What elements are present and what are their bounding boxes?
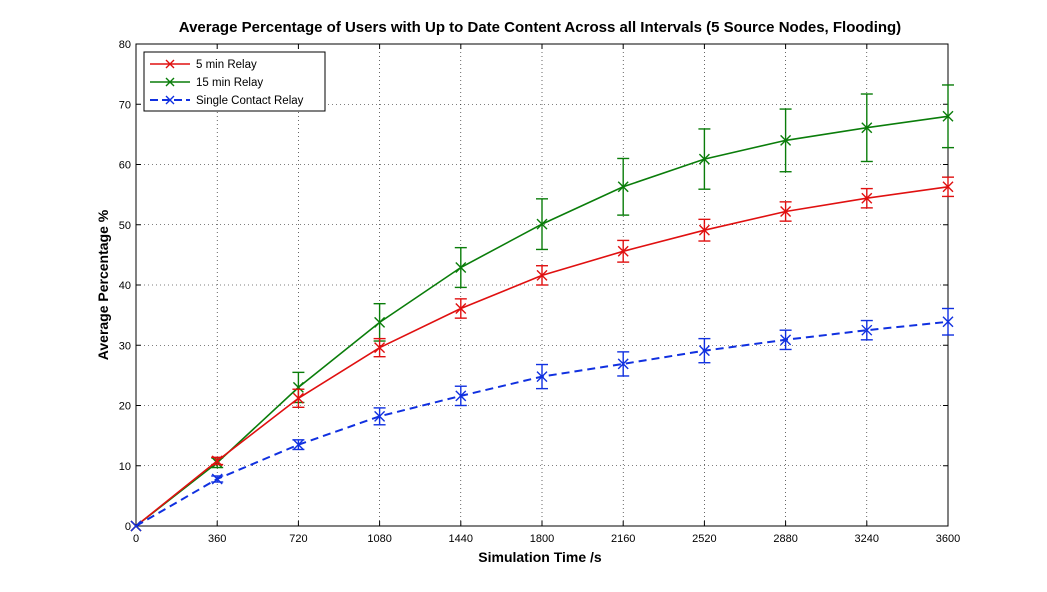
legend-marker bbox=[165, 59, 175, 69]
y-tick-label: 50 bbox=[119, 220, 131, 232]
data-point-marker bbox=[861, 324, 873, 336]
data-point-marker bbox=[374, 410, 386, 422]
data-point-marker bbox=[536, 269, 548, 281]
data-point-marker bbox=[292, 381, 304, 393]
legend-label: Single Contact Relay bbox=[196, 95, 304, 107]
data-point-marker bbox=[374, 316, 386, 328]
data-point-marker bbox=[861, 192, 873, 204]
data-point-marker bbox=[536, 218, 548, 230]
data-point-marker bbox=[211, 455, 223, 467]
y-tick-label: 60 bbox=[119, 160, 131, 172]
data-point-marker bbox=[780, 206, 792, 217]
data-point-marker bbox=[455, 390, 467, 402]
data-point-marker bbox=[780, 134, 792, 146]
data-point-marker bbox=[211, 473, 223, 485]
y-tick-label: 80 bbox=[119, 39, 131, 51]
axis-ticks: 0 360 720 1080 1440 1800 2160 2520 2880 3240 36000… bbox=[119, 39, 960, 545]
legend-box bbox=[143, 51, 326, 112]
legend-label: 15 min Relay bbox=[196, 77, 263, 89]
data-point-marker bbox=[942, 181, 954, 193]
data-point-marker bbox=[942, 110, 954, 122]
data-point-marker bbox=[617, 181, 629, 193]
data-point-marker bbox=[698, 224, 710, 236]
x-tick-label: 1800 bbox=[530, 533, 554, 545]
data-point-marker bbox=[455, 303, 467, 314]
legend: 5 min Relay 15 min Relay Single Contact Re… bbox=[143, 51, 326, 112]
chart-title: Average Percentage of Users with Up to D… bbox=[179, 19, 901, 36]
y-tick-label: 40 bbox=[119, 280, 131, 292]
x-tick-label: 2160 bbox=[611, 533, 635, 545]
series-layer bbox=[130, 84, 954, 532]
data-point-marker bbox=[698, 345, 710, 357]
y-tick-label: 10 bbox=[119, 461, 131, 473]
legend-label: 5 min Relay bbox=[196, 59, 257, 71]
data-point-marker bbox=[374, 342, 386, 354]
x-tick-label: 360 bbox=[208, 533, 226, 545]
x-tick-label: 3240 bbox=[855, 533, 879, 545]
data-point-marker bbox=[861, 122, 873, 134]
y-tick-label: 30 bbox=[119, 340, 131, 352]
y-tick-label: 70 bbox=[119, 99, 131, 111]
data-point-marker bbox=[780, 334, 792, 346]
data-point-marker bbox=[617, 358, 629, 370]
y-tick-label: 0 bbox=[125, 521, 131, 533]
data-point-marker bbox=[942, 316, 954, 328]
x-tick-label: 3600 bbox=[936, 533, 960, 545]
y-tick-label: 20 bbox=[119, 401, 131, 413]
x-tick-label: 1440 bbox=[449, 533, 473, 545]
legend-marker bbox=[165, 95, 175, 105]
series-single-contact-relay bbox=[130, 307, 954, 532]
data-point-marker bbox=[130, 520, 142, 532]
x-tick-label: 2880 bbox=[773, 533, 797, 545]
x-tick-label: 0 bbox=[133, 533, 139, 545]
data-point-marker bbox=[536, 371, 548, 383]
x-axis-label: Simulation Time /s bbox=[478, 549, 602, 565]
y-axis-label: Average Percentage % bbox=[95, 209, 111, 360]
data-point-marker bbox=[455, 262, 467, 274]
x-tick-label: 1080 bbox=[367, 533, 391, 545]
data-point-marker bbox=[292, 439, 304, 451]
x-tick-label: 720 bbox=[289, 533, 307, 545]
legend-marker bbox=[165, 77, 175, 87]
data-point-marker bbox=[617, 245, 629, 257]
data-point-marker bbox=[698, 153, 710, 165]
series-15-min-relay bbox=[130, 84, 954, 532]
data-point-marker bbox=[292, 392, 304, 404]
x-tick-label: 2520 bbox=[692, 533, 716, 545]
